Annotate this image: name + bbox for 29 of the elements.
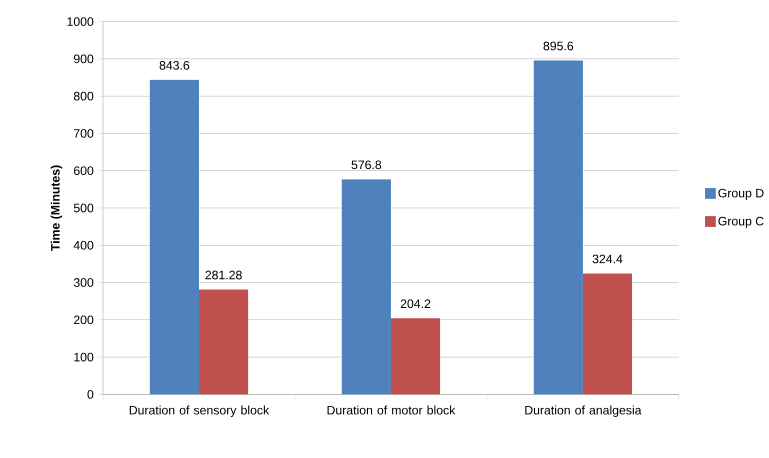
data-label: 324.4 [592, 254, 622, 264]
legend-label: Group C [718, 216, 764, 228]
y-tick-label: 400 [74, 240, 94, 250]
bar [582, 273, 632, 394]
bar [534, 60, 583, 394]
x-tick-label: Duration of analgesia [525, 405, 642, 417]
bar [390, 318, 440, 394]
x-tick-label: Duration of motor block [328, 405, 456, 414]
y-tick-label: 600 [74, 166, 94, 175]
data-label: 281.28 [205, 270, 242, 280]
y-tick-label: 300 [74, 278, 94, 287]
data-label: 843.6 [160, 60, 190, 70]
y-tick-label: 1000 [67, 17, 94, 26]
y-tick-label: 900 [74, 54, 94, 64]
data-label: 895.6 [544, 42, 574, 50]
x-tick-label: Duration of sensory block [130, 405, 270, 417]
y-tick-label: 0 [87, 390, 94, 399]
y-tick-label: 500 [74, 204, 94, 212]
bar [198, 289, 248, 394]
y-tick-label: 100 [74, 352, 94, 362]
y-tick-label: 200 [74, 315, 94, 324]
bar [342, 179, 391, 394]
y-tick-label: 800 [74, 92, 94, 100]
bar [150, 80, 199, 394]
data-label: 576.8 [352, 160, 382, 170]
legend-label: Group D [718, 188, 764, 200]
y-tick-label: 700 [74, 129, 94, 138]
data-label: 204.2 [400, 299, 430, 308]
y-axis-title: Time (Minutes) [50, 165, 62, 251]
